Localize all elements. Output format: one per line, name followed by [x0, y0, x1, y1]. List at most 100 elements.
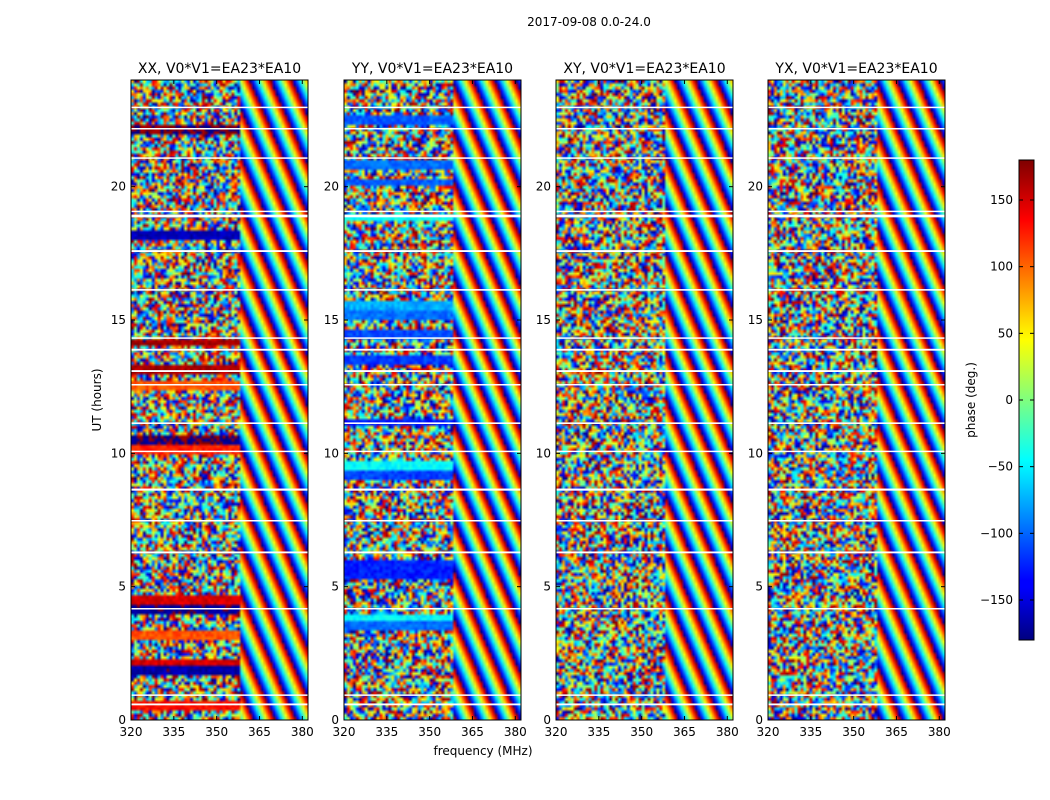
flagged-band — [344, 488, 521, 491]
x-tick-label: 350 — [842, 725, 865, 739]
y-tick-label: 20 — [111, 180, 126, 194]
flagged-band — [344, 210, 521, 213]
flagged-band — [556, 703, 733, 706]
colorbar-tick-label: −50 — [988, 460, 1013, 474]
panel-title: XX, V0*V1=EA23*EA10 — [138, 61, 301, 77]
flagged-band — [131, 337, 308, 339]
colorbar-tick-label: 50 — [998, 326, 1013, 340]
x-tick-label: 365 — [461, 725, 484, 739]
flagged-band — [768, 370, 945, 372]
x-tick-label: 380 — [928, 725, 951, 739]
colorbar-tick-label: −100 — [980, 526, 1013, 540]
flagged-band — [768, 551, 945, 554]
flagged-band — [131, 128, 308, 130]
flagged-band — [556, 694, 733, 696]
flagged-band — [131, 250, 308, 252]
flagged-band — [768, 157, 945, 159]
figure-title: 2017-09-08 0.0-24.0 — [527, 15, 651, 29]
y-tick-label: 0 — [331, 713, 339, 727]
panel-frame — [767, 79, 946, 721]
flagged-band — [556, 106, 733, 109]
flagged-band — [768, 384, 945, 386]
flagged-band — [768, 488, 945, 491]
y-tick-label: 20 — [748, 180, 763, 194]
x-tick-label: 350 — [418, 725, 441, 739]
y-tick-label: 5 — [118, 580, 126, 594]
flagged-band — [344, 337, 521, 339]
y-tick-label: 15 — [111, 313, 126, 327]
flagged-band — [556, 370, 733, 372]
flagged-band — [344, 608, 521, 610]
panel-xy: XY, V0*V1=EA23*EA10 320 335 350 365 380 0 5 10 15… — [536, 61, 739, 739]
colorbar-tick-label: 150 — [990, 193, 1013, 207]
x-tick-label: 335 — [162, 725, 185, 739]
colorbar-ticks: −150 −100 −50 0 50 100 150 — [980, 193, 1034, 607]
flagged-band — [131, 348, 308, 351]
flagged-band — [768, 289, 945, 291]
flagged-band — [556, 551, 733, 554]
flagged-band — [131, 608, 308, 610]
flagged-band — [131, 210, 308, 213]
flagged-band — [344, 128, 521, 130]
x-tick-label: 335 — [375, 725, 398, 739]
panel-title: XY, V0*V1=EA23*EA10 — [563, 61, 725, 77]
flagged-band — [344, 384, 521, 386]
panel-xx: XX, V0*V1=EA23*EA10 320 335 350 365 380 0 5 10 15… — [111, 61, 314, 739]
flagged-band — [131, 422, 308, 424]
flagged-band — [768, 106, 945, 109]
flagged-band — [556, 608, 733, 610]
flagged-band — [344, 106, 521, 109]
flagged-band — [768, 703, 945, 706]
flagged-band — [131, 703, 308, 706]
x-tick-label: 380 — [504, 725, 527, 739]
flagged-band — [344, 370, 521, 372]
flagged-band — [131, 450, 308, 453]
y-tick-label: 10 — [324, 446, 339, 460]
flagged-band — [344, 289, 521, 291]
flagged-band — [768, 214, 945, 218]
flagged-band — [768, 337, 945, 339]
flagged-band — [556, 337, 733, 339]
flagged-band — [556, 348, 733, 351]
y-tick-label: 10 — [748, 446, 763, 460]
flagged-band — [131, 289, 308, 291]
panel-yx: YX, V0*V1=EA23*EA10 320 335 350 365 380 0 5 10 15… — [748, 61, 951, 739]
x-tick-label: 380 — [291, 725, 314, 739]
flagged-band — [131, 106, 308, 109]
x-tick-label: 365 — [885, 725, 908, 739]
panel-frame — [343, 79, 522, 721]
y-tick-label: 15 — [748, 313, 763, 327]
y-tick-label: 0 — [543, 713, 551, 727]
flagged-band — [768, 608, 945, 610]
panel-title: YY, V0*V1=EA23*EA10 — [351, 61, 513, 77]
flagged-band — [344, 450, 521, 453]
x-tick-label: 365 — [673, 725, 696, 739]
flagged-band — [131, 520, 308, 522]
colorbar-tick-label: −150 — [980, 593, 1013, 607]
colorbar-tick-label: 100 — [990, 260, 1013, 274]
x-axis-label: frequency (MHz) — [433, 744, 532, 758]
flagged-band — [768, 128, 945, 130]
flagged-band — [344, 422, 521, 424]
flagged-band — [556, 250, 733, 252]
flagged-band — [131, 551, 308, 554]
flagged-band — [344, 703, 521, 706]
flagged-band — [556, 289, 733, 291]
flagged-band — [131, 157, 308, 159]
colorbar-label: phase (deg.) — [964, 362, 978, 438]
flagged-band — [768, 250, 945, 252]
x-tick-label: 320 — [545, 725, 568, 739]
flagged-band — [556, 157, 733, 159]
y-tick-label: 0 — [118, 713, 126, 727]
x-tick-label: 350 — [630, 725, 653, 739]
flagged-band — [556, 128, 733, 130]
panel-yy: YY, V0*V1=EA23*EA10 320 335 350 365 380 0 5 10 15… — [324, 61, 527, 739]
colorbar-tick-label: 0 — [1005, 393, 1013, 407]
flagged-band — [344, 520, 521, 522]
phase-image — [344, 80, 521, 720]
flagged-band — [131, 488, 308, 491]
flagged-band — [768, 422, 945, 424]
y-axis-label: UT (hours) — [90, 368, 104, 431]
x-tick-label: 335 — [587, 725, 610, 739]
